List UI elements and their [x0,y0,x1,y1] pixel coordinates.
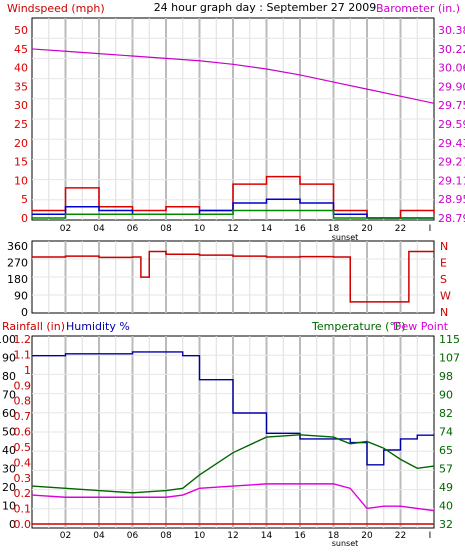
direction-y-tick: 180 [7,273,28,286]
direction-y-tick: 0 [21,306,28,319]
wind-y-tick: 40 [14,62,28,75]
x-tick-label: 02 [60,531,71,541]
barometer-y-tick: 29.27 [438,156,465,169]
barometer-y-tick: 30.22 [438,43,465,56]
compass-y-tick: E [440,257,447,270]
x-tick-label: I [429,224,432,234]
temperature-y-tick: 74 [439,426,453,439]
barometer-y-tick: 28.79 [438,212,465,225]
wind-y-tick: 15 [14,156,28,169]
rainfall-y-tick: 0.5 [14,441,32,454]
x-tick-label: 06 [127,531,139,541]
compass-y-tick: N [440,240,448,253]
x-tick-label: 14 [261,531,273,541]
x-tick-label: 04 [93,531,105,541]
x-tick-label: 08 [160,531,172,541]
wind-y-tick: 45 [14,43,28,56]
x-tick-label: 22 [395,224,406,234]
rainfall-y-tick: 1 [24,364,31,377]
x-tick-label: 14 [261,224,273,234]
temperature-y-tick: 40 [439,500,453,513]
compass-y-tick: W [440,290,451,303]
x-tick-label: 02 [60,224,71,234]
wind-y-tick: 0 [21,212,28,225]
barometer-y-tick: 29.59 [438,118,465,131]
x-tick-label: 16 [294,224,306,234]
barometer-title: Barometer (in.) [376,2,460,15]
compass-y-tick: S [440,273,447,286]
temperature-y-tick: 107 [439,352,460,365]
temperature-y-tick: 65 [439,444,453,457]
wind-y-tick: 30 [14,99,28,112]
x-tick-label: 16 [294,531,306,541]
x-tick-label: 08 [160,224,172,234]
temperature-label: Temperature (°F) [311,320,406,333]
rainfall-y-tick: 0.1 [14,503,32,516]
wind-y-tick: 25 [14,118,28,131]
rainfall-y-tick: 0.0 [14,518,32,531]
x-tick-label: 10 [194,531,206,541]
x-tick-label: 12 [227,531,238,541]
rainfall-y-tick: 1.1 [14,348,32,361]
dewpoint-label: Dew Point [393,320,449,333]
wind-y-tick: 20 [14,137,28,150]
barometer-y-tick: 29.11 [438,174,465,187]
temperature-y-tick: 49 [439,481,453,494]
wind-y-tick: 5 [21,193,28,206]
x-tick-label: 06 [127,224,139,234]
barometer-y-tick: 28.95 [438,193,465,206]
humidity-label: Humidity % [66,320,130,333]
rainfall-y-tick: 0.3 [14,472,32,485]
wind-y-tick: 50 [14,24,28,37]
rainfall-y-tick: 0.8 [14,395,32,408]
x-tick-label: 12 [227,224,238,234]
barometer-y-tick: 29.75 [438,99,465,112]
compass-y-tick: N [440,306,448,319]
temperature-y-tick: 82 [439,407,453,420]
rainfall-y-tick: 0.2 [14,487,32,500]
rainfall-label: Rainfall (in) [2,320,65,333]
x-tick-label: 20 [361,531,373,541]
direction-y-tick: 360 [7,240,28,253]
rainfall-y-tick: 0.6 [14,426,32,439]
x-tick-label: 04 [93,224,105,234]
sunset-label-bottom: sunset [332,539,359,548]
temperature-y-tick: 98 [439,370,453,383]
x-tick-label: 10 [194,224,206,234]
barometer-y-tick: 30.38 [438,24,465,37]
direction-y-tick: 270 [7,257,28,270]
rainfall-y-tick: 0.9 [14,379,32,392]
x-tick-label: 20 [361,224,373,234]
rainfall-y-tick: 1.2 [14,333,32,346]
rainfall-y-tick: 0.4 [14,456,32,469]
x-tick-label: I [429,531,432,541]
x-tick-label: 22 [395,531,406,541]
temperature-y-tick: 32 [439,518,453,531]
wind-y-tick: 10 [14,174,28,187]
wind-y-tick: 35 [14,80,28,93]
graph-title: 24 hour graph day : September 27 2009 [154,1,377,14]
wind-title: Windspeed (mph) [7,2,105,15]
temperature-y-tick: 90 [439,389,453,402]
barometer-y-tick: 29.90 [438,80,465,93]
direction-y-tick: 90 [14,290,28,303]
barometer-y-tick: 30.06 [438,62,465,75]
rainfall-y-tick: 0.7 [14,410,32,423]
temperature-y-tick: 57 [439,463,453,476]
barometer-y-tick: 29.43 [438,137,465,150]
temperature-y-tick: 115 [439,333,460,346]
